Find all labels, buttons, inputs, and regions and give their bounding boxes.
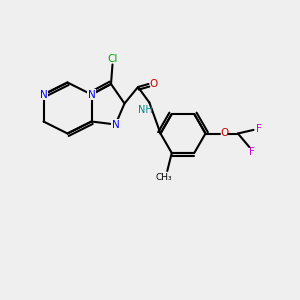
- Text: N: N: [88, 89, 95, 100]
- Text: F: F: [249, 147, 255, 158]
- Text: CH₃: CH₃: [155, 173, 172, 182]
- Text: N: N: [40, 89, 47, 100]
- Text: NH: NH: [138, 105, 153, 115]
- Text: N: N: [112, 119, 119, 130]
- Text: Cl: Cl: [107, 54, 118, 64]
- Text: F: F: [256, 124, 262, 134]
- Text: O: O: [150, 79, 158, 89]
- Text: O: O: [220, 128, 229, 138]
